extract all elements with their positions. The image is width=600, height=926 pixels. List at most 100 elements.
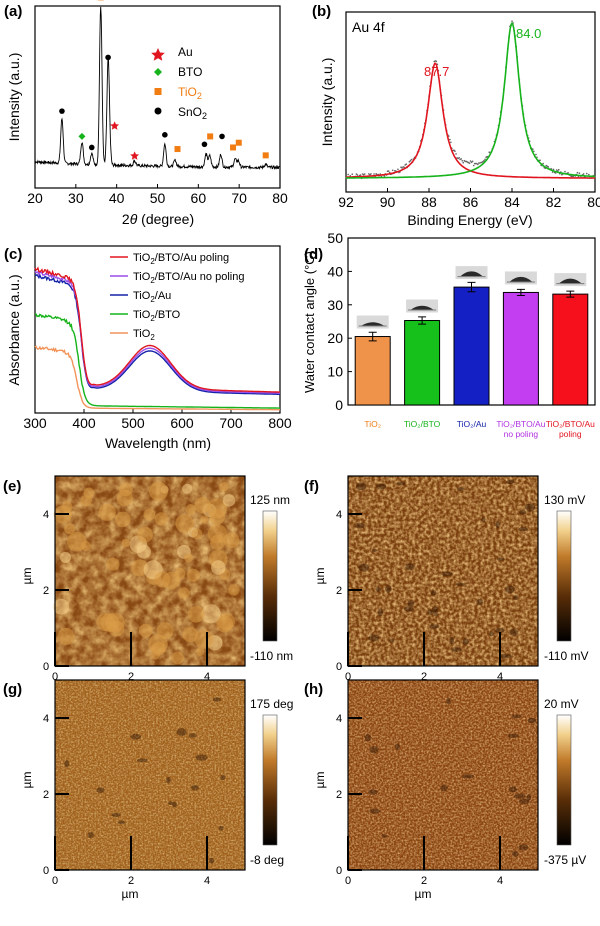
y-tick-label: 0: [335, 397, 343, 413]
x-axis-unit: µm: [415, 887, 432, 901]
grain: [216, 615, 234, 633]
afm-frame: [347, 679, 539, 871]
y-tick-label: 2: [336, 585, 342, 597]
grain: [115, 511, 131, 528]
legend-label: TiO2/BTO/Au no poling: [133, 271, 244, 285]
grain: [156, 622, 174, 640]
spot: [514, 793, 526, 799]
grain: [194, 497, 211, 514]
panel-c-frame: [34, 245, 281, 414]
x-tick-label: 50: [150, 190, 166, 206]
spot: [220, 774, 226, 781]
panel-a-x-label: 2θ (degree): [122, 211, 194, 227]
panel-a-peak-markers: [59, 0, 269, 160]
panel-a-xrd: (a) 20 30 40 50 60 70 80 Intensity (a.u.) 2θ (…: [4, 0, 288, 227]
panel-b-xps: (b) 92 90 88 86 84 82 80 Au 4f 87.7 84.0 Inten…: [312, 3, 600, 228]
spot: [524, 503, 536, 512]
spot: [368, 634, 380, 642]
x-tick-label: 20: [27, 190, 43, 206]
y-tick-label: 20: [327, 330, 343, 346]
spot: [368, 789, 378, 795]
y-tick-label: 10: [327, 364, 343, 380]
afm-dark-spots: [354, 479, 536, 659]
error-bar: [368, 331, 377, 342]
grain: [98, 503, 116, 521]
x-tick-label: 4: [497, 671, 503, 683]
legend-label: TiO2: [133, 328, 155, 342]
spot: [354, 522, 365, 529]
panel-c-label: (c): [4, 246, 22, 263]
x-tick-label: 2: [128, 875, 134, 887]
legend-label: TiO2/BTO/Au poling: [133, 252, 229, 266]
x-tick-label: 2: [421, 671, 427, 683]
panel-g-label: (g): [3, 681, 22, 698]
spot: [462, 638, 469, 645]
y-tick-label: 0: [43, 661, 49, 673]
spot: [389, 638, 395, 642]
panel-b-curves: [345, 20, 596, 180]
afm-frame: [54, 475, 246, 667]
spot: [172, 801, 177, 808]
colorbar: [556, 714, 572, 846]
x-tick-label: 4: [204, 875, 210, 887]
x-tick-label: 30: [68, 190, 84, 206]
grain: [209, 509, 226, 525]
sno2-marker-icon: [88, 144, 95, 151]
spot: [519, 509, 527, 515]
spot: [369, 808, 381, 814]
spot: [195, 754, 208, 761]
spot: [500, 653, 507, 659]
spot: [407, 600, 415, 607]
grain: [182, 626, 199, 643]
spot: [188, 733, 197, 738]
sno2-marker-icon: [105, 54, 111, 61]
panel-b-frame: [345, 11, 596, 193]
contact-angle-bar: [552, 293, 589, 406]
colorbar-min-label: -110 nm: [250, 649, 293, 663]
y-tick-label: 2: [336, 789, 342, 801]
category-label-line2: poling: [559, 429, 582, 439]
spot: [505, 654, 512, 659]
x-tick-label: 800: [268, 415, 292, 431]
uvvis-curve: [35, 313, 280, 409]
spot: [168, 801, 173, 806]
panel-a-xrd-curve: [34, 6, 281, 171]
grain: [228, 584, 240, 596]
spot: [509, 786, 518, 793]
afm-image-texture: [348, 680, 538, 870]
x-tick-label: 0: [52, 671, 58, 683]
y-tick-label: 4: [336, 713, 342, 725]
spot: [440, 784, 448, 792]
bto-marker-icon: [78, 132, 86, 140]
spot: [495, 521, 500, 529]
contact-angle-bar: [453, 286, 490, 406]
grain: [184, 553, 193, 563]
legend-bto: BTO: [154, 65, 202, 79]
water-droplet-icon: [361, 322, 384, 326]
spot: [190, 784, 200, 791]
x-tick-label: 0: [52, 875, 58, 887]
x-tick-label: 70: [231, 190, 247, 206]
y-tick-label: 50: [327, 230, 343, 246]
xps-raw-data: [345, 20, 596, 180]
grain: [195, 647, 205, 657]
x-tick-label: 80: [272, 190, 288, 206]
x-tick-label: 400: [72, 415, 96, 431]
colorbar: [262, 714, 278, 846]
y-tick-label: 4: [336, 509, 342, 521]
grain: [106, 557, 120, 571]
spot: [396, 481, 406, 486]
spot: [376, 483, 387, 490]
afm-image-texture: [55, 680, 245, 870]
grain: [186, 568, 200, 582]
contact-angle-bar: [354, 336, 391, 406]
grain: [57, 627, 75, 646]
spot: [433, 609, 438, 617]
spot: [449, 636, 455, 645]
water-droplet-icon: [509, 276, 532, 282]
error-bar: [418, 316, 427, 325]
grain: [201, 604, 221, 624]
panel-g-afm-map: (g) 00 2 2 4 4 µm µm 175 deg -8 deg: [3, 679, 293, 901]
spot: [505, 479, 515, 485]
water-droplet-icon: [411, 305, 434, 310]
